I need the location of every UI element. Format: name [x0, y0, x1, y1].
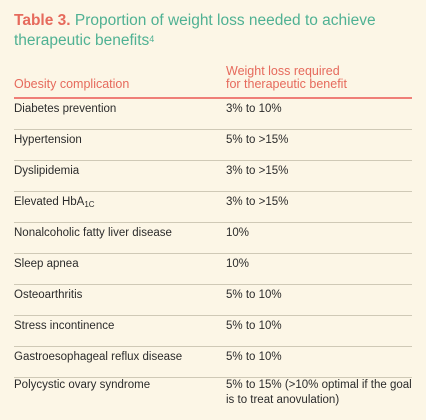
complication-subscript: 1C: [84, 200, 95, 209]
complication-text: Elevated HbA: [14, 196, 85, 208]
complication-cell: Gastroesophageal reflux disease: [14, 351, 183, 363]
table-title: Table 3. Proportion of weight loss neede…: [14, 11, 412, 51]
header-weight-loss-required: Weight loss required for therapeutic ben…: [226, 65, 416, 91]
weight-loss-cell: 5% to 10%: [226, 289, 282, 301]
table-row: Stress incontinence 5% to 10%: [14, 316, 412, 347]
complication-cell: Nonalcoholic fatty liver disease: [14, 227, 172, 239]
weight-loss-cell: 5% to 10%: [226, 320, 282, 332]
complication-cell: Stress incontinence: [14, 320, 115, 332]
weight-loss-cell: 5% to 10%: [226, 351, 282, 363]
table-row: Sleep apnea 10%: [14, 254, 412, 285]
table-row: Gastroesophageal reflux disease 5% to 10…: [14, 347, 412, 378]
complication-cell: Diabetes prevention: [14, 103, 117, 115]
complication-cell: Dyslipidemia: [14, 165, 80, 177]
header-weight-loss-line2: for therapeutic benefit: [226, 77, 347, 91]
table-caption: Proportion of weight loss needed to achi…: [14, 12, 376, 49]
weight-loss-cell: 10%: [226, 227, 250, 239]
table-row: Nonalcoholic fatty liver disease 10%: [14, 223, 412, 254]
table-row: Polycystic ovary syndrome 5% to 15% (>10…: [14, 378, 412, 418]
table-body: Diabetes prevention 3% to 10% Hypertensi…: [14, 99, 412, 418]
reference-superscript: 4: [149, 34, 155, 44]
complication-cell: Sleep apnea: [14, 258, 79, 270]
table-row: Osteoarthritis 5% to 10%: [14, 285, 412, 316]
complication-cell: Hypertension: [14, 134, 82, 146]
weight-loss-cell: 3% to 10%: [226, 103, 282, 115]
complication-cell: Polycystic ovary syndrome: [14, 379, 151, 391]
table-row: Hypertension 5% to >15%: [14, 130, 412, 161]
table-row: Dyslipidemia 3% to >15%: [14, 161, 412, 192]
weight-loss-cell: 5% to 15% (>10% optimal if the goal is t…: [226, 379, 412, 406]
complication-cell: Elevated HbA1C: [14, 193, 95, 214]
header-obesity-complication: Obesity complication: [14, 77, 130, 91]
table-header: Obesity complication Weight loss require…: [14, 63, 412, 99]
complication-cell: Osteoarthritis: [14, 289, 83, 301]
weight-loss-cell: 5% to >15%: [226, 134, 289, 146]
header-weight-loss-line1: Weight loss required: [226, 64, 340, 78]
table-row: Elevated HbA1C 3% to >15%: [14, 192, 412, 223]
table-row: Diabetes prevention 3% to 10%: [14, 99, 412, 130]
weight-loss-cell: 10%: [226, 258, 250, 270]
weight-loss-cell: 3% to >15%: [226, 196, 289, 208]
weight-loss-cell: 3% to >15%: [226, 165, 289, 177]
table-number: Table 3.: [14, 12, 71, 29]
